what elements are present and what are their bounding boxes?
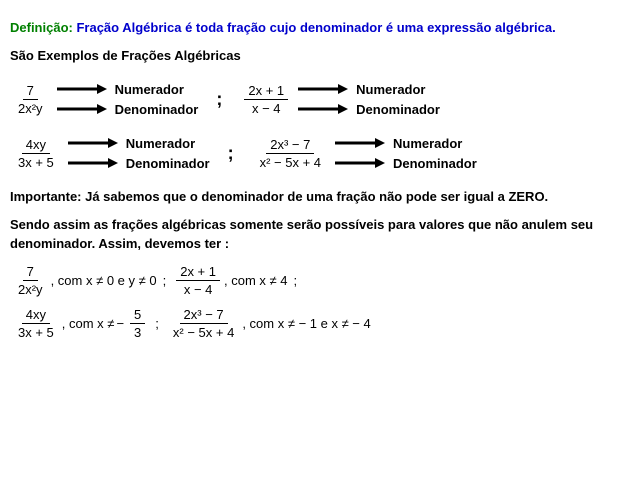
definicao: Definição: Fração Algébrica é toda fraçã… — [10, 18, 631, 38]
fraction-2-num: 2x + 1 — [244, 83, 288, 100]
fraction-3: 4xy 3x + 5 — [14, 137, 58, 170]
separator: ; — [163, 273, 167, 288]
arrow-icon — [298, 83, 348, 95]
numerador-label: Numerador — [356, 82, 425, 97]
sendo-assim: Sendo assim as frações algébricas soment… — [10, 215, 631, 254]
cond-f2-den: x − 4 — [180, 281, 217, 297]
cond-f3b-den: 3 — [130, 324, 145, 340]
cond-fraction-3: 4xy 3x + 5 — [14, 307, 58, 340]
cond-f3-num: 4xy — [22, 307, 50, 324]
cond-text-3-pre: , com x ≠ — [62, 316, 115, 331]
cond-f2-num: 2x + 1 — [176, 264, 220, 281]
cond-f1-num: 7 — [23, 264, 38, 281]
definicao-label: Definição: — [10, 20, 73, 35]
arrow-icon — [68, 157, 118, 169]
cond-f3-den: 3x + 5 — [14, 324, 58, 340]
cond-fraction-1: 7 2x²y — [14, 264, 47, 297]
cond-fraction-2: 2x + 1 x − 4 — [176, 264, 220, 297]
fraction-4-num: 2x³ − 7 — [266, 137, 314, 154]
arrows-2: Numerador Denominador — [298, 79, 440, 119]
arrow-icon — [68, 137, 118, 149]
example-1: 7 2x²y Numerador Denominador — [10, 79, 198, 119]
separator: ; — [216, 89, 222, 110]
cond-f4-den: x² − 5x + 4 — [169, 324, 238, 340]
cond-f1-den: 2x²y — [14, 281, 47, 297]
cond-fraction-3b: 5 3 — [130, 307, 145, 340]
definicao-text: Fração Algébrica é toda fração cujo deno… — [76, 20, 555, 35]
arrows-3: Numerador Denominador — [68, 133, 210, 173]
examples-row-1: 7 2x²y Numerador Denominador ; 2x + 1 x … — [10, 79, 631, 119]
cond-f4-num: 2x³ − 7 — [180, 307, 228, 324]
fraction-1-num: 7 — [23, 83, 38, 100]
fraction-4: 2x³ − 7 x² − 5x + 4 — [256, 137, 325, 170]
fraction-4-den: x² − 5x + 4 — [256, 154, 325, 170]
example-2: 2x + 1 x − 4 Numerador Denominador — [240, 79, 440, 119]
example-3: 4xy 3x + 5 Numerador Denominador — [10, 133, 210, 173]
cond-text-4: , com x ≠ − 1 e x ≠ − 4 — [242, 316, 370, 331]
separator: ; — [155, 316, 159, 331]
examples-row-2: 4xy 3x + 5 Numerador Denominador ; 2x³ −… — [10, 133, 631, 173]
numerador-label: Numerador — [126, 136, 195, 151]
fraction-3-den: 3x + 5 — [14, 154, 58, 170]
cond-text-2: , com x ≠ 4 — [224, 273, 287, 288]
denominador-label: Denominador — [356, 102, 440, 117]
separator: ; — [293, 273, 297, 288]
separator: ; — [228, 143, 234, 164]
fraction-1-den: 2x²y — [14, 100, 47, 116]
fraction-2: 2x + 1 x − 4 — [244, 83, 288, 116]
arrow-icon — [335, 157, 385, 169]
denominador-label: Denominador — [393, 156, 477, 171]
denominador-label: Denominador — [126, 156, 210, 171]
arrow-icon — [57, 103, 107, 115]
subtitulo: São Exemplos de Frações Algébricas — [10, 46, 631, 66]
fraction-2-den: x − 4 — [248, 100, 285, 116]
denominador-label: Denominador — [115, 102, 199, 117]
arrow-icon — [298, 103, 348, 115]
arrow-icon — [335, 137, 385, 149]
cond-fraction-4: 2x³ − 7 x² − 5x + 4 — [169, 307, 238, 340]
cond-row-1: 7 2x²y , com x ≠ 0 e y ≠ 0 ; 2x + 1 x − … — [10, 264, 631, 297]
importante: Importante: Já sabemos que o denominador… — [10, 187, 631, 207]
cond-row-2: 4xy 3x + 5 , com x ≠ − 5 3 ; 2x³ − 7 x² … — [10, 307, 631, 340]
cond-text-1: , com x ≠ 0 e y ≠ 0 — [51, 273, 157, 288]
numerador-label: Numerador — [393, 136, 462, 151]
fraction-1: 7 2x²y — [14, 83, 47, 116]
arrow-icon — [57, 83, 107, 95]
cond-f3b-num: 5 — [130, 307, 145, 324]
example-4: 2x³ − 7 x² − 5x + 4 Numerador Denominado… — [252, 133, 477, 173]
arrows-1: Numerador Denominador — [57, 79, 199, 119]
fraction-3-num: 4xy — [22, 137, 50, 154]
arrows-4: Numerador Denominador — [335, 133, 477, 173]
numerador-label: Numerador — [115, 82, 184, 97]
